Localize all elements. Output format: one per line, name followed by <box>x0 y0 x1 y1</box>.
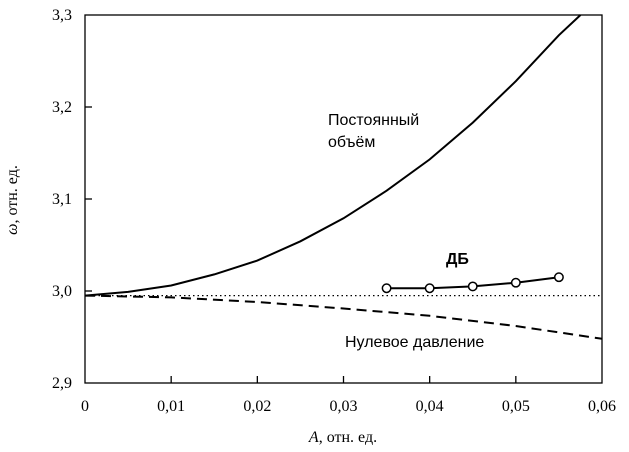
x-axis-title: A, отн. ед. <box>308 429 377 446</box>
series-line-constant-volume <box>84 14 582 297</box>
data-point-marker <box>467 281 478 292</box>
series-label-db: ДБ <box>446 251 469 268</box>
series-markers <box>381 272 564 294</box>
x-tick-label: 0 <box>81 398 89 415</box>
x-tick-label: 0,04 <box>416 398 444 415</box>
data-point-marker <box>510 277 521 288</box>
data-point-marker <box>381 283 392 294</box>
y-tick-label: 3,0 <box>52 283 72 300</box>
y-tick-label: 3,3 <box>52 7 72 24</box>
y-axis-ticks: 2,9 3,0 3,1 3,2 3,3 <box>52 7 92 392</box>
y-axis-unit: , отн. ед. <box>4 165 21 223</box>
series-labels: Постоянный объём ДБ Нулевое давление <box>328 112 484 351</box>
x-tick-label: 0,06 <box>588 398 616 415</box>
x-tick-label: 0,03 <box>330 398 358 415</box>
y-tick-label: 3,1 <box>52 191 72 208</box>
series-label-constant-volume-line2: объём <box>328 134 375 151</box>
x-tick-label: 0,02 <box>243 398 271 415</box>
x-tick-label: 0,05 <box>502 398 530 415</box>
series-label-zero-pressure: Нулевое давление <box>345 334 484 351</box>
y-tick-label: 3,2 <box>52 99 72 116</box>
y-axis-symbol: ω <box>4 224 21 235</box>
x-axis-unit: , отн. ед. <box>319 429 377 446</box>
y-axis-title: ω, отн. ед. <box>4 165 21 235</box>
x-axis-ticks: 0 0,01 0,02 0,03 0,04 0,05 0,06 <box>81 376 616 415</box>
x-tick-label: 0,01 <box>157 398 185 415</box>
x-axis-symbol: A <box>308 429 319 446</box>
data-point-marker <box>424 283 435 294</box>
data-point-marker <box>553 272 564 283</box>
series-line-zero-pressure <box>84 294 603 340</box>
y-tick-label: 2,9 <box>52 375 72 392</box>
series-label-constant-volume-line1: Постоянный <box>328 112 419 129</box>
plot-area <box>84 14 603 384</box>
